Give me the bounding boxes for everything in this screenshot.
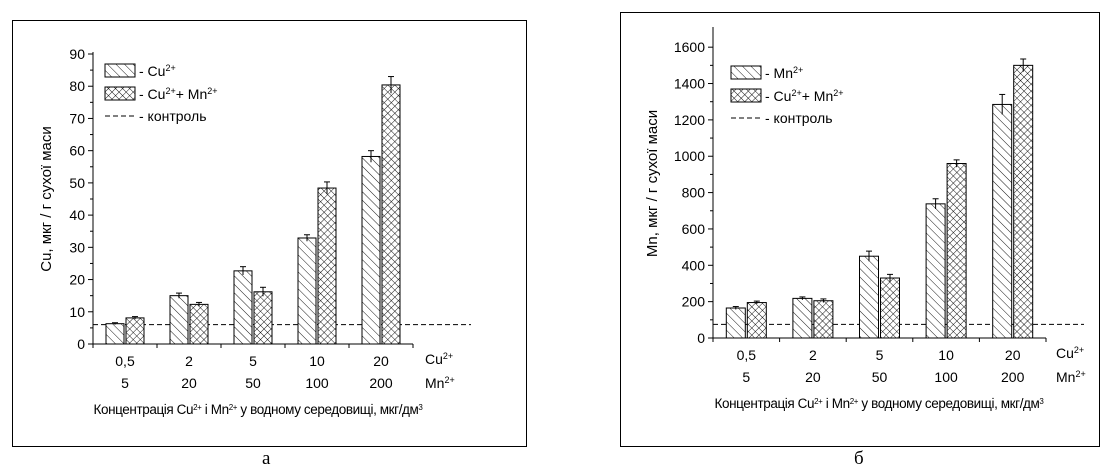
- legend-swatch: [730, 65, 762, 80]
- row-label-cu: Cu2+: [1056, 345, 1084, 361]
- legend-control-label: - контроль: [765, 110, 833, 126]
- x-axis-title: Концентрація Cu2+ і Mn2+ у водному серед…: [715, 396, 1045, 411]
- chart-panel-a: 0 10 20 30 40 50 60 70 80 90 0,5 5 2 20 5 50 10 100 20 200 C…: [12, 20, 527, 447]
- bar-combined: [746, 302, 767, 339]
- x-tick-label-top: 10: [309, 353, 325, 369]
- x-tick-label-top: 10: [938, 347, 954, 363]
- legend-swatch: [104, 86, 136, 101]
- x-tick-label-top: 2: [185, 353, 193, 369]
- x-tick-label-bottom: 50: [245, 375, 261, 391]
- legend-control-label: - контроль: [139, 108, 207, 124]
- x-tick-label-top: 20: [373, 353, 389, 369]
- y-tick-label: 90: [69, 46, 85, 62]
- chart-a-svg: 0 10 20 30 40 50 60 70 80 90 0,5 5 2 20 5 50 10 100 20 200 C…: [38, 46, 471, 417]
- y-tick-label: 800: [682, 185, 706, 201]
- y-tick-label: 0: [77, 336, 85, 352]
- x-tick-label-top: 0,5: [737, 347, 757, 363]
- y-tick-label: 1200: [674, 112, 705, 128]
- y-tick-label: 400: [682, 257, 706, 273]
- x-tick-label-bottom: 20: [805, 369, 821, 385]
- x-tick-label-top: 2: [809, 347, 817, 363]
- legend-swatch: [730, 88, 762, 103]
- y-tick-label: 200: [682, 294, 706, 310]
- legend-swatch: [104, 63, 136, 78]
- bar-single: [361, 155, 381, 345]
- x-axis-title: Концентрація Cu2+ і Mn2+ у водному серед…: [94, 402, 424, 417]
- legend-entry-label: - Mn2+: [765, 65, 803, 81]
- y-axis-title: Cu, мкг / г сухої маси: [38, 126, 55, 272]
- y-axis-title: Mn, мкг / г сухої маси: [644, 110, 661, 257]
- y-tick-label: 0: [697, 330, 705, 346]
- y-tick-label: 1600: [674, 39, 705, 55]
- x-tick-label-bottom: 20: [181, 375, 197, 391]
- row-label-cu: Cu2+: [425, 351, 453, 367]
- bar-single: [297, 237, 317, 345]
- chart-panel-b: 0 200 400 600 800 1000 1200 1400 1600 0,5 5 2 20 5 50 1…: [620, 12, 1100, 447]
- bar-single: [925, 203, 946, 339]
- bar-combined: [125, 317, 145, 345]
- y-tick-label: 80: [69, 78, 85, 94]
- bar-single: [233, 270, 253, 345]
- bar-single: [105, 323, 125, 345]
- panel-label-a: а: [262, 448, 271, 469]
- x-tick-label-top: 5: [876, 347, 884, 363]
- row-label-mn: Mn2+: [1056, 369, 1086, 385]
- y-tick-label: 1000: [674, 148, 705, 164]
- y-tick-label: 600: [682, 221, 706, 237]
- bar-combined: [189, 303, 209, 345]
- x-tick-label-bottom: 50: [872, 369, 888, 385]
- bar-combined: [880, 277, 900, 339]
- x-tick-label-bottom: 100: [934, 369, 958, 385]
- bar-combined: [253, 291, 273, 345]
- bar-single: [169, 295, 189, 345]
- y-tick-label: 60: [69, 143, 85, 159]
- bar-single: [792, 297, 813, 339]
- row-label-mn: Mn2+: [425, 375, 455, 391]
- y-tick-label: 1400: [674, 76, 705, 92]
- y-tick-label: 20: [69, 272, 85, 288]
- x-tick-label-top: 20: [1005, 347, 1021, 363]
- x-tick-label-top: 5: [249, 353, 257, 369]
- bar-combined: [381, 84, 401, 345]
- y-tick-label: 10: [69, 304, 85, 320]
- y-tick-label: 40: [69, 207, 85, 223]
- bar-single: [725, 307, 746, 339]
- y-tick-label: 50: [69, 175, 85, 191]
- chart-b-svg: 0 200 400 600 800 1000 1200 1400 1600 0,5 5 2 20 5 50 1…: [644, 27, 1086, 411]
- y-tick-label: 70: [69, 110, 85, 126]
- bar-combined: [946, 163, 967, 339]
- x-tick-label-bottom: 5: [742, 369, 750, 385]
- x-tick-label-bottom: 200: [369, 375, 393, 391]
- legend-entry-label: - Cu2++ Mn2+: [765, 88, 844, 104]
- legend-entry-label: - Cu2++ Mn2+: [139, 86, 218, 102]
- bar-combined: [317, 187, 337, 345]
- x-tick-label-bottom: 5: [121, 375, 129, 391]
- x-tick-label-top: 0,5: [115, 353, 135, 369]
- x-tick-label-bottom: 200: [1001, 369, 1025, 385]
- x-tick-label-bottom: 100: [305, 375, 329, 391]
- panel-label-b: б: [854, 448, 864, 469]
- legend-entry-label: - Cu2+: [139, 63, 176, 79]
- bar-single: [859, 255, 879, 339]
- y-tick-label: 30: [69, 239, 85, 255]
- bar-combined: [813, 300, 834, 339]
- bar-single: [992, 103, 1013, 339]
- bar-combined: [1013, 64, 1034, 339]
